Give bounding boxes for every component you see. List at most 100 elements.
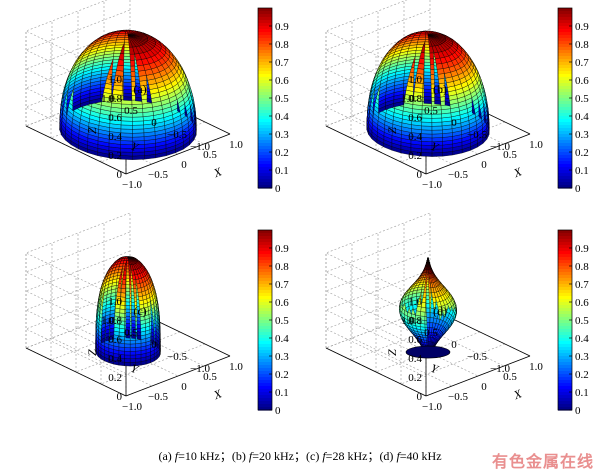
- colorbar-tick-label: 0.8: [575, 39, 589, 51]
- colorbar-tick-label: 0.8: [275, 39, 289, 51]
- colorbar-segment: [558, 359, 572, 363]
- axis-line: [25, 125, 127, 175]
- colorbar-tick-label: 0.3: [575, 351, 589, 363]
- colorbar-segment: [558, 56, 572, 60]
- z-axis-label: Z: [385, 127, 399, 134]
- caption-d-value: =40 kHz: [399, 449, 442, 463]
- ticks: −1.0−0.500.51.01.00.50−0.5−1.000.20.40.6…: [101, 74, 243, 191]
- y-tick-label: −0.5: [467, 129, 487, 141]
- colorbar-segment: [258, 185, 272, 189]
- colorbar-segment: [558, 14, 572, 18]
- chart-panel-d: −1.0−0.500.51.01.00.50−0.5−1.000.20.40.6…: [325, 212, 589, 417]
- colorbar-segment: [558, 302, 572, 306]
- colorbar-segment: [258, 107, 272, 111]
- colorbar-segment: [258, 323, 272, 327]
- grid-line: [351, 337, 453, 387]
- surface-facet: [132, 155, 145, 160]
- colorbar-segment: [558, 164, 572, 168]
- colorbar-segment: [558, 44, 572, 48]
- surface-facet: [124, 362, 131, 367]
- colorbar-segment: [258, 92, 272, 96]
- surface-facet: [120, 288, 126, 294]
- colorbar-segment: [258, 293, 272, 297]
- axis-line: [125, 355, 231, 397]
- colorbar-segment: [258, 344, 272, 348]
- colorbar-segment: [258, 371, 272, 375]
- colorbar-segment: [258, 101, 272, 105]
- colorbar-segment: [558, 113, 572, 117]
- surface-facet: [421, 152, 433, 157]
- colorbar-segment: [558, 152, 572, 156]
- colorbar-segment: [258, 329, 272, 333]
- colorbar-segment: [258, 386, 272, 390]
- z-tick-label: 0.2: [408, 372, 422, 384]
- colorbar-segment: [258, 56, 272, 60]
- colorbar-segment: [258, 401, 272, 405]
- x-tick-label: 1.0: [229, 139, 243, 151]
- colorbar-segment: [258, 311, 272, 315]
- surface: [95, 256, 161, 367]
- grid-line: [25, 250, 131, 340]
- colorbar-tick-label: 0.1: [575, 387, 589, 399]
- surface-facet: [127, 34, 148, 41]
- colorbar-segment: [258, 260, 272, 264]
- y-tick-label: −1.0: [490, 141, 510, 153]
- colorbar-segment: [258, 14, 272, 18]
- colorbar-segment: [258, 299, 272, 303]
- colorbar-segment: [258, 68, 272, 72]
- colorbar-segment: [258, 47, 272, 51]
- surface-facet: [132, 116, 144, 122]
- colorbar-segment: [558, 275, 572, 279]
- x-tick-label: 0.5: [503, 149, 517, 161]
- colorbar-segment: [558, 383, 572, 387]
- surface-facet: [127, 256, 138, 262]
- colorbar-segment: [258, 326, 272, 330]
- colorbar-tick-label: 0.6: [275, 297, 289, 309]
- z-tick-label: 0.8: [108, 315, 122, 327]
- surface-facet: [130, 339, 136, 345]
- y-tick-label: 0.5: [124, 105, 138, 117]
- colorbar-tick-label: 0.9: [275, 243, 289, 255]
- x-axis-label: X: [511, 386, 525, 402]
- y-tick-label: −0.5: [167, 351, 187, 363]
- colorbar-tick-label: 0.4: [275, 333, 289, 345]
- colorbar-segment: [258, 32, 272, 36]
- grid-line: [77, 327, 179, 377]
- colorbar-tick-label: 0.9: [575, 21, 589, 33]
- colorbar-segment: [258, 53, 272, 57]
- caption-b-var: f: [248, 449, 253, 463]
- figure-caption: (a) f=10 kHz；(b) f=20 kHz；(c) f=28 kHz；(…: [0, 447, 600, 464]
- colorbar-tick-label: 0.2: [275, 369, 289, 381]
- colorbar-segment: [558, 278, 572, 282]
- colorbar-segment: [258, 284, 272, 288]
- grid-line: [25, 231, 131, 321]
- colorbar-tick-label: 0.8: [275, 261, 289, 273]
- surface-facet: [427, 256, 430, 261]
- colorbar-tick-label: 0.8: [575, 261, 589, 273]
- z-tick-label: 0.4: [108, 353, 122, 365]
- colorbar-segment: [558, 47, 572, 51]
- surface-facet: [130, 351, 136, 356]
- colorbar-segment: [258, 89, 272, 93]
- surface-facet: [121, 279, 127, 285]
- colorbar-segment: [258, 332, 272, 336]
- surface-facet: [421, 125, 433, 131]
- colorbar-segment: [558, 167, 572, 171]
- colorbar-segment: [258, 353, 272, 357]
- colorbar-segment: [258, 377, 272, 381]
- colorbar-segment: [258, 158, 272, 162]
- colorbar-segment: [258, 41, 272, 45]
- colorbar-segment: [558, 161, 572, 165]
- colorbar-segment: [558, 131, 572, 135]
- surface-facet: [124, 351, 131, 356]
- colorbar-segment: [258, 257, 272, 261]
- colorbar-segment: [558, 185, 572, 189]
- surface-facet: [121, 116, 133, 122]
- colorbar-segment: [558, 128, 572, 132]
- colorbar-segment: [258, 77, 272, 81]
- axis-line: [425, 133, 531, 175]
- colorbar-segment: [258, 50, 272, 54]
- colorbar-segment: [258, 182, 272, 186]
- colorbar-segment: [558, 365, 572, 369]
- colorbar-segment: [258, 29, 272, 33]
